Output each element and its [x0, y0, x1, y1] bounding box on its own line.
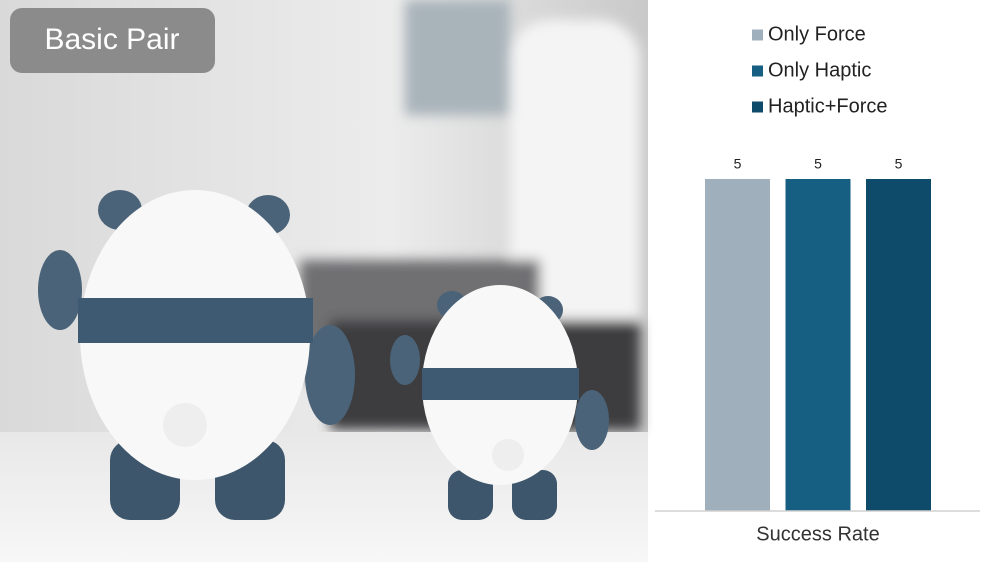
small-panda	[390, 285, 609, 520]
data-label: 5	[734, 156, 742, 172]
chart: Only Force Only Haptic Haptic+Force 5 5 5 Succ…	[655, 23, 980, 545]
x-tick-label: Success Rate	[756, 523, 879, 545]
bar	[705, 179, 770, 511]
large-panda	[38, 190, 355, 520]
legend-label: Only Force	[768, 23, 866, 45]
legend-label: Only Haptic	[768, 59, 871, 81]
data-label: 5	[895, 156, 903, 172]
label-box	[10, 8, 215, 73]
photo	[0, 0, 648, 562]
image-label: Basic Pair	[44, 23, 179, 56]
legend-swatch	[752, 65, 763, 77]
legend-label: Haptic+Force	[768, 95, 888, 117]
data-label: 5	[814, 156, 822, 172]
legend-swatch	[752, 29, 763, 41]
bar	[866, 179, 931, 511]
legend-swatch	[752, 101, 763, 113]
bar	[785, 179, 851, 511]
